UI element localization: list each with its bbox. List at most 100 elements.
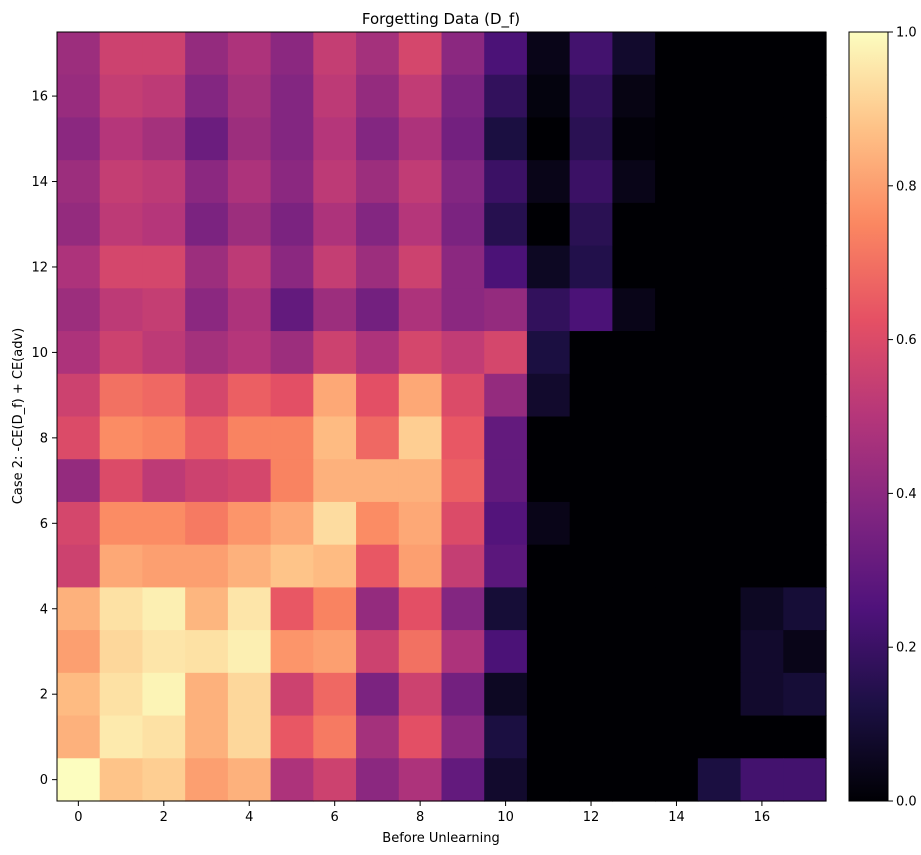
heatmap-cell-x8-y11 xyxy=(398,288,443,332)
x-tick-label-12: 12 xyxy=(583,810,600,825)
heatmap-cell-x11-y6 xyxy=(526,501,571,546)
heatmap-cell-x4-y17 xyxy=(227,32,272,76)
heatmap-cell-x5-y0 xyxy=(270,758,314,802)
heatmap-cell-x6-y16 xyxy=(313,74,357,119)
heatmap-cell-x8-y9 xyxy=(398,373,443,418)
heatmap-cell-x11-y5 xyxy=(526,544,571,588)
heatmap-cell-x17-y1 xyxy=(783,715,827,759)
heatmap-cell-x5-y10 xyxy=(270,331,314,375)
heatmap-cell-x11-y13 xyxy=(526,202,571,247)
y-tick-label-16: 16 xyxy=(31,90,48,105)
heatmap-cell-x8-y14 xyxy=(398,160,443,204)
heatmap-cell-x8-y12 xyxy=(398,245,443,289)
x-tick-label-6: 6 xyxy=(331,810,339,825)
heatmap-cell-x4-y16 xyxy=(227,74,272,119)
heatmap-cell-x0-y13 xyxy=(57,202,101,247)
heatmap-cell-x6-y6 xyxy=(313,501,357,546)
heatmap-cell-x17-y6 xyxy=(783,501,827,546)
heatmap-cell-x7-y16 xyxy=(356,74,400,119)
heatmap-cell-x11-y15 xyxy=(526,117,571,161)
heatmap-cell-x15-y8 xyxy=(697,416,742,460)
heatmap-cell-x1-y2 xyxy=(99,672,144,717)
heatmap-cell-x3-y11 xyxy=(185,288,229,332)
heatmap-cell-x17-y12 xyxy=(783,245,827,289)
x-tick-label-16: 16 xyxy=(754,810,771,825)
heatmap-cell-x10-y11 xyxy=(484,288,528,332)
heatmap-cell-x3-y10 xyxy=(185,331,229,375)
heatmap-cell-x13-y0 xyxy=(612,758,656,802)
heatmap-cell-x2-y14 xyxy=(142,160,186,204)
heatmap-cell-x16-y3 xyxy=(740,630,784,674)
heatmap-cell-x2-y10 xyxy=(142,331,186,375)
heatmap-cell-x16-y12 xyxy=(740,245,784,289)
heatmap-cell-x13-y16 xyxy=(612,74,656,119)
heatmap-cell-x2-y12 xyxy=(142,245,186,289)
heatmap-cell-x15-y4 xyxy=(697,587,742,631)
heatmap-cell-x8-y4 xyxy=(398,587,443,631)
heatmap-cell-x0-y5 xyxy=(57,544,101,588)
heatmap-cell-x4-y7 xyxy=(227,459,272,503)
heatmap-cell-x5-y2 xyxy=(270,672,314,717)
heatmap-cell-x2-y6 xyxy=(142,501,186,546)
heatmap-cell-x9-y11 xyxy=(441,288,485,332)
heatmap-cell-x0-y14 xyxy=(57,160,101,204)
heatmap-cell-x12-y10 xyxy=(569,331,613,375)
heatmap-cell-x6-y14 xyxy=(313,160,357,204)
heatmap-cell-x0-y0 xyxy=(57,758,101,802)
heatmap-cell-x15-y6 xyxy=(697,501,742,546)
heatmap-cell-x4-y6 xyxy=(227,501,272,546)
heatmap-cell-x1-y11 xyxy=(99,288,144,332)
heatmap-cell-x8-y2 xyxy=(398,672,443,717)
heatmap-cell-x1-y10 xyxy=(99,331,144,375)
colorbar-tick-label-0.6: 0.6 xyxy=(896,333,917,348)
heatmap-cell-x7-y2 xyxy=(356,672,400,717)
heatmap-cell-x12-y4 xyxy=(569,587,613,631)
heatmap-cell-x9-y15 xyxy=(441,117,485,161)
heatmap-cell-x14-y14 xyxy=(655,160,699,204)
y-axis-ticks: 0 2 4 6 8 10 12 14 16 xyxy=(31,90,57,788)
heatmap-cell-x2-y17 xyxy=(142,32,186,76)
heatmap-cell-x17-y7 xyxy=(783,459,827,503)
heatmap-cell-x17-y4 xyxy=(783,587,827,631)
heatmap-cell-x4-y2 xyxy=(227,672,272,717)
heatmap-cell-x11-y3 xyxy=(526,630,571,674)
heatmap-cell-x5-y15 xyxy=(270,117,314,161)
heatmap-cell-x13-y5 xyxy=(612,544,656,588)
heatmap-cell-x14-y15 xyxy=(655,117,699,161)
heatmap-cell-x15-y3 xyxy=(697,630,742,674)
heatmap-cell-x12-y17 xyxy=(569,32,613,76)
heatmap-cell-x1-y6 xyxy=(99,501,144,546)
heatmap-cell-x10-y17 xyxy=(484,32,528,76)
heatmap-cell-x1-y4 xyxy=(99,587,144,631)
heatmap-cell-x5-y9 xyxy=(270,373,314,418)
heatmap-cell-x5-y16 xyxy=(270,74,314,119)
chart-title: Forgetting Data (D_f) xyxy=(362,10,520,29)
heatmap-cell-x6-y2 xyxy=(313,672,357,717)
heatmap-cell-x4-y11 xyxy=(227,288,272,332)
heatmap-cell-x2-y2 xyxy=(142,672,186,717)
heatmap-cell-x3-y2 xyxy=(185,672,229,717)
heatmap-cell-x13-y7 xyxy=(612,459,656,503)
heatmap-cell-x12-y5 xyxy=(569,544,613,588)
heatmap-cell-x15-y11 xyxy=(697,288,742,332)
heatmap-cell-x15-y13 xyxy=(697,202,742,247)
heatmap-cell-x10-y5 xyxy=(484,544,528,588)
heatmap-cell-x12-y11 xyxy=(569,288,613,332)
heatmap-cell-x8-y15 xyxy=(398,117,443,161)
heatmap-cell-x16-y10 xyxy=(740,331,784,375)
heatmap-cell-x8-y17 xyxy=(398,32,443,76)
heatmap-cell-x2-y7 xyxy=(142,459,186,503)
heatmap-cell-x0-y11 xyxy=(57,288,101,332)
heatmap-cell-x13-y2 xyxy=(612,672,656,717)
heatmap-cell-x16-y2 xyxy=(740,672,784,717)
heatmap-cell-x9-y5 xyxy=(441,544,485,588)
heatmap-cell-x1-y8 xyxy=(99,416,144,460)
heatmap-cell-x13-y10 xyxy=(612,331,656,375)
heatmap-cell-x0-y17 xyxy=(57,32,101,76)
heatmap-cell-x16-y16 xyxy=(740,74,784,119)
heatmap-cell-x11-y9 xyxy=(526,373,571,418)
heatmap-cell-x9-y14 xyxy=(441,160,485,204)
heatmap-cell-x14-y7 xyxy=(655,459,699,503)
heatmap-cell-x3-y1 xyxy=(185,715,229,759)
heatmap-cell-x16-y11 xyxy=(740,288,784,332)
